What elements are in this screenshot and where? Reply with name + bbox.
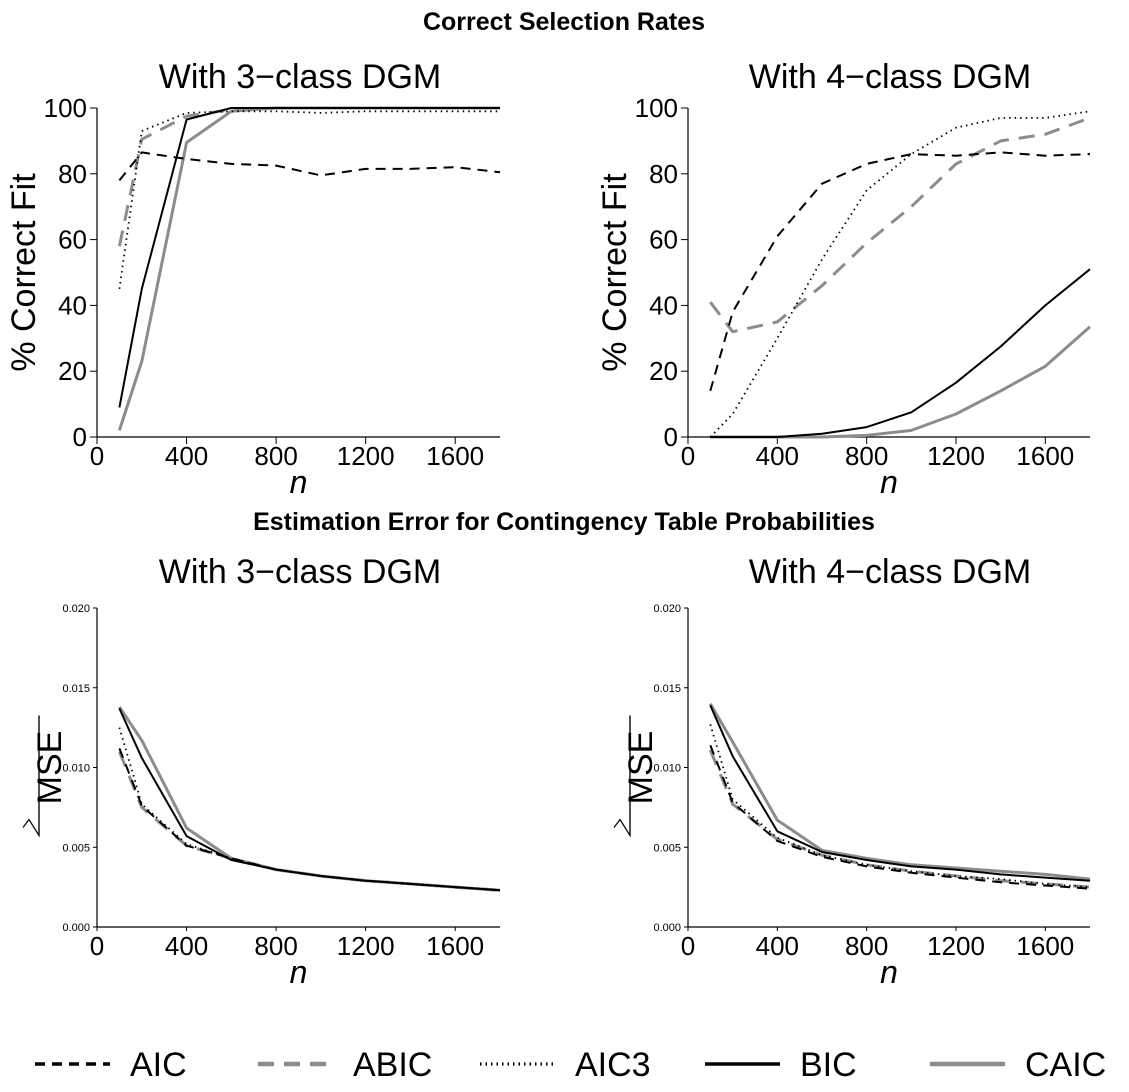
legend-label-abic: ABIC: [353, 1046, 432, 1084]
chart-title: With 4−class DGM: [749, 58, 1031, 96]
chart-panel-1: With 3−class DGM 0 20 40 60 80 100 0 400 800 1200 1…: [5, 58, 501, 500]
series-line-caic: [118, 706, 501, 892]
legend: AIC ABIC AIC3 BIC CAIC: [35, 1046, 1106, 1084]
series-line-aic3: [709, 110, 1091, 438]
y-tick-label: 0.005: [653, 842, 681, 854]
series-line-bic: [710, 268, 1091, 438]
y-tick-label: 0.005: [62, 842, 90, 854]
series-line-abic: [118, 750, 501, 892]
series-line-aic: [118, 748, 501, 892]
x-tick-label: 800: [845, 441, 888, 471]
y-tick-label: 100: [635, 93, 678, 123]
legend-label-aic: AIC: [130, 1046, 187, 1084]
x-tick-label: 0: [90, 931, 104, 961]
y-tick-label: 20: [649, 356, 678, 386]
chart-panel-2: With 4−class DGM 0 20 40 60 80 100 0 400 800 1200 1…: [596, 58, 1091, 500]
x-tick-label: 1200: [927, 931, 985, 961]
x-tick-label: 400: [165, 931, 208, 961]
x-tick-label: 1600: [1016, 931, 1074, 961]
x-tick-label: 0: [681, 931, 695, 961]
series-line-aic: [118, 151, 501, 182]
series-line-bic: [709, 704, 1091, 882]
y-tick-label: 60: [649, 225, 678, 255]
y-tick-label: 80: [58, 159, 87, 189]
legend-label-caic: CAIC: [1025, 1046, 1106, 1084]
x-axis-label: n: [290, 954, 308, 990]
x-axis-label: n: [290, 464, 308, 500]
x-tick-label: 400: [756, 441, 799, 471]
chart-title: With 4−class DGM: [749, 553, 1031, 591]
y-tick-label: 0.000: [62, 922, 90, 934]
y-axis-label: % Correct Fit: [596, 173, 634, 372]
x-tick-label: 400: [165, 441, 208, 471]
x-tick-label: 800: [254, 931, 297, 961]
y-tick-label: 0: [73, 422, 87, 452]
y-tick-label: 0: [664, 422, 678, 452]
series-line-aic: [709, 744, 1091, 890]
y-tick-label: 0.020: [62, 603, 90, 615]
y-tick-label: 0.010: [653, 763, 681, 775]
series-line-aic3: [709, 724, 1091, 888]
y-axis-label: % Correct Fit: [5, 173, 43, 372]
y-tick-label: 0.010: [62, 763, 90, 775]
section-title-top: Correct Selection Rates: [423, 8, 705, 36]
series-line-abic: [708, 749, 1091, 889]
x-tick-label: 1200: [927, 441, 985, 471]
series-line-bic: [118, 107, 500, 408]
series-line-caic: [709, 702, 1091, 881]
y-tick-label: 0.000: [653, 922, 681, 934]
x-tick-label: 400: [756, 931, 799, 961]
chart-title: With 3−class DGM: [159, 553, 441, 591]
y-tick-label: 0.015: [62, 683, 90, 695]
series-line-abic: [709, 116, 1091, 334]
y-tick-label: 0.020: [653, 603, 681, 615]
y-tick-label: 40: [649, 290, 678, 320]
y-axis-label: MSE: [31, 731, 69, 805]
y-tick-label: 60: [58, 225, 87, 255]
y-tick-label: 40: [58, 290, 87, 320]
y-tick-label: 80: [649, 159, 678, 189]
legend-label-aic3: AIC3: [575, 1046, 651, 1084]
series-line-abic: [117, 106, 500, 247]
y-tick-label: 0.015: [653, 683, 681, 695]
series-line-bic: [118, 708, 501, 892]
y-tick-label: 20: [58, 356, 87, 386]
y-axis-label: MSE: [622, 731, 660, 805]
x-tick-label: 0: [681, 441, 695, 471]
x-axis-label: n: [880, 464, 898, 500]
x-tick-label: 0: [90, 441, 104, 471]
y-tick-label: 100: [44, 93, 87, 123]
x-tick-label: 1600: [426, 441, 484, 471]
x-tick-label: 1600: [426, 931, 484, 961]
series-line-aic: [709, 151, 1091, 392]
x-axis-label: n: [880, 954, 898, 990]
x-tick-label: 1200: [337, 441, 395, 471]
chart-title: With 3−class DGM: [159, 58, 441, 96]
x-tick-label: 1200: [337, 931, 395, 961]
chart-panel-3: With 3−class DGM 0.000 0.005 0.010 0.015 0.02…: [22, 553, 501, 990]
legend-label-bic: BIC: [800, 1046, 857, 1084]
x-tick-label: 800: [254, 441, 297, 471]
chart-panel-4: With 4−class DGM 0.000 0.005 0.010 0.015 0.02…: [613, 553, 1091, 990]
series-line-caic: [710, 325, 1091, 439]
x-tick-label: 1600: [1016, 441, 1074, 471]
x-tick-label: 800: [845, 931, 888, 961]
section-title-bottom: Estimation Error for Contingency Table P…: [253, 508, 875, 536]
series-line-aic3: [118, 110, 500, 290]
